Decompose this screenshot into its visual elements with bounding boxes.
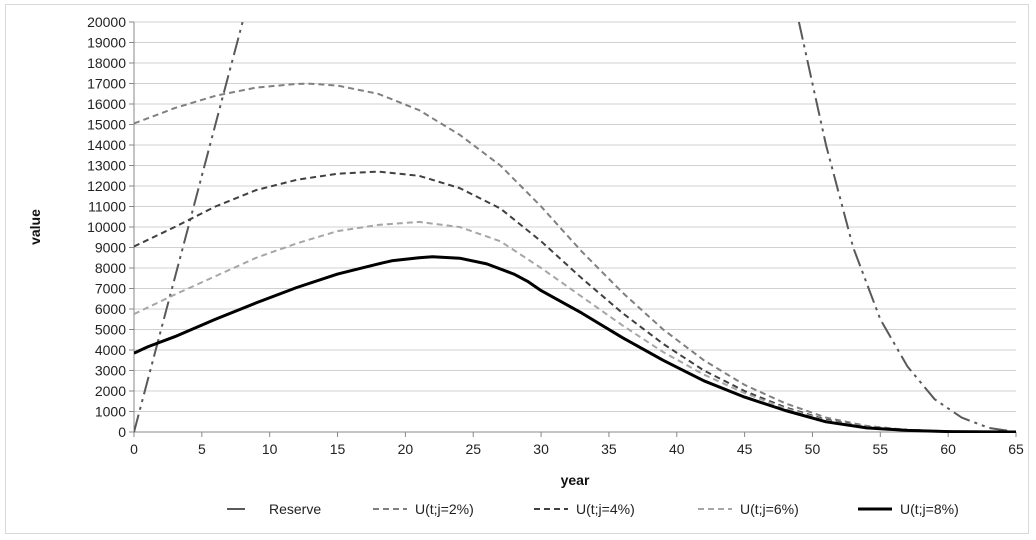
x-tick-label: 55 xyxy=(873,441,889,457)
y-tick-label: 15000 xyxy=(87,117,126,133)
y-tick-label: 2000 xyxy=(95,383,126,399)
x-tick-label: 0 xyxy=(130,441,138,457)
y-tick-label: 0 xyxy=(118,424,126,440)
axes xyxy=(129,21,1017,437)
x-tick-label: 60 xyxy=(940,441,956,457)
y-axis-title: value xyxy=(27,209,43,245)
series-lines xyxy=(134,21,1017,433)
y-tick-label: 16000 xyxy=(87,96,126,112)
legend-label-4: U(t;j=8%) xyxy=(900,501,959,517)
y-tick-label: 19000 xyxy=(87,35,126,51)
series-line-reserve-rise xyxy=(134,21,244,433)
y-tick-label: 13000 xyxy=(87,158,126,174)
series-line-1 xyxy=(134,82,1017,433)
x-tick-label: 45 xyxy=(737,441,753,457)
y-tick-label: 7000 xyxy=(95,281,126,297)
legend-label-2: U(t;j=4%) xyxy=(576,501,635,517)
gridlines xyxy=(134,21,1016,412)
y-tick-label: 3000 xyxy=(95,363,126,379)
y-tick-label: 4000 xyxy=(95,342,126,358)
y-tick-label: 11000 xyxy=(88,199,126,215)
x-tick-label: 30 xyxy=(533,441,549,457)
legend-label-0: Reserve xyxy=(269,501,321,517)
y-tick-label: 20000 xyxy=(87,14,126,30)
y-tick-label: 18000 xyxy=(87,55,126,71)
x-tick-label: 50 xyxy=(805,441,821,457)
chart-frame: 0 1000 2000 3000 4000 5000 6000 7000 8000 9000 100… xyxy=(5,4,1029,534)
x-tick-label: 15 xyxy=(330,441,346,457)
y-tick-label: 1000 xyxy=(95,404,126,420)
x-tick-label: 35 xyxy=(601,441,617,457)
series-line-reserve-fall xyxy=(797,21,1017,433)
y-tick-label: 6000 xyxy=(95,301,126,317)
y-tick-label: 12000 xyxy=(87,178,126,194)
x-tick-label: 65 xyxy=(1008,441,1024,457)
x-tick-label: 40 xyxy=(669,441,685,457)
y-tick-label: 8000 xyxy=(95,260,126,276)
line-chart: 0100020003000400050006000700080009000100… xyxy=(27,14,1024,517)
series-line-4 xyxy=(134,255,1017,433)
x-tick-label: 20 xyxy=(398,441,414,457)
x-axis-title: year xyxy=(561,472,590,488)
legend: Reserve U(t;j=2%) U(t;j=4%) U(t;j=6%) U(t;j=… xyxy=(227,501,959,517)
x-tick-label: 5 xyxy=(198,441,206,457)
legend-label-3: U(t;j=6%) xyxy=(740,501,799,517)
legend-label-1: U(t;j=2%) xyxy=(415,501,474,517)
y-tick-label: 14000 xyxy=(87,137,126,153)
y-tick-label: 10000 xyxy=(87,219,126,235)
series-line-2 xyxy=(134,170,1017,433)
y-tick-label: 5000 xyxy=(95,322,126,338)
y-tick-label: 9000 xyxy=(95,240,126,256)
x-tick-label: 10 xyxy=(262,441,278,457)
x-tick-label: 25 xyxy=(465,441,481,457)
tick-labels: 0100020003000400050006000700080009000100… xyxy=(87,14,1024,457)
y-tick-label: 17000 xyxy=(87,76,126,92)
